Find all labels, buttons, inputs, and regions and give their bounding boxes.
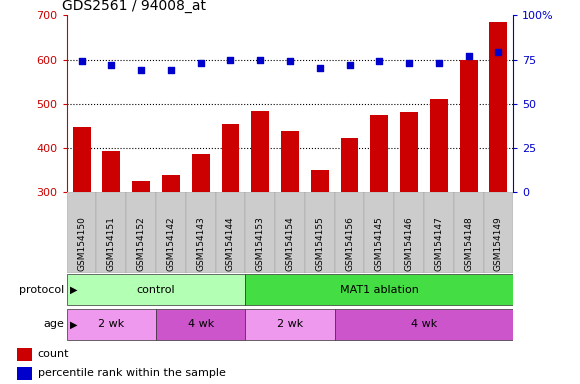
Bar [305,192,335,273]
Bar [245,274,513,306]
Bar [424,192,454,273]
Bar [490,22,508,192]
Bar [275,192,305,273]
Bar [192,154,209,192]
Point [166,67,176,73]
Bar [103,151,120,192]
Bar [364,192,394,273]
Bar [311,170,329,192]
Text: control: control [137,285,175,295]
Bar [162,175,180,192]
Bar [186,192,216,273]
Bar [96,192,126,273]
Text: 4 wk: 4 wk [411,319,437,329]
Point [404,60,414,66]
Point [196,60,205,66]
Text: 4 wk: 4 wk [187,319,214,329]
Bar [281,131,299,192]
Text: GSM154156: GSM154156 [345,216,354,271]
Bar [222,124,240,192]
Point [256,56,265,63]
Text: GSM154150: GSM154150 [77,216,86,271]
Point [345,62,354,68]
Text: count: count [38,349,69,359]
Text: GSM154154: GSM154154 [285,216,295,271]
Point [315,65,324,71]
Text: ▶: ▶ [70,319,77,329]
Text: GSM154155: GSM154155 [316,216,324,271]
Bar [460,60,477,192]
Text: 2 wk: 2 wk [98,319,125,329]
Bar [335,309,513,340]
Point [77,58,86,65]
Bar [484,192,513,273]
Text: MAT1 ablation: MAT1 ablation [340,285,419,295]
Text: age: age [43,319,64,329]
Point [285,58,295,65]
Point [494,50,503,56]
Bar [245,309,335,340]
Bar [156,309,245,340]
Text: GSM154147: GSM154147 [434,216,443,271]
Point [107,62,116,68]
Text: GSM154149: GSM154149 [494,216,503,271]
Text: GSM154152: GSM154152 [137,216,146,271]
Bar [67,192,96,273]
Bar [67,309,156,340]
Text: GSM154143: GSM154143 [196,216,205,271]
Text: 2 wk: 2 wk [277,319,303,329]
Text: ▶: ▶ [70,285,77,295]
Bar [430,99,448,192]
Bar [394,192,424,273]
Bar [251,111,269,192]
Text: percentile rank within the sample: percentile rank within the sample [38,368,226,379]
Bar [454,192,484,273]
Text: GSM154148: GSM154148 [464,216,473,271]
Bar [126,192,156,273]
Bar [67,274,245,306]
Bar [335,192,364,273]
Text: GDS2561 / 94008_at: GDS2561 / 94008_at [62,0,206,13]
Text: GSM154142: GSM154142 [166,217,175,271]
Bar [245,192,275,273]
Text: GSM154146: GSM154146 [405,216,414,271]
Text: GSM154145: GSM154145 [375,216,384,271]
Bar [340,138,358,192]
Bar [216,192,245,273]
Point [226,56,235,63]
Point [464,53,473,59]
Bar [132,181,150,192]
Text: protocol: protocol [19,285,64,295]
Bar [400,112,418,192]
Bar [17,348,32,361]
Bar [17,367,32,380]
Point [136,67,146,73]
Point [434,60,444,66]
Point [375,58,384,65]
Bar [72,127,90,192]
Text: GSM154144: GSM154144 [226,217,235,271]
Text: GSM154153: GSM154153 [256,216,264,271]
Bar [156,192,186,273]
Bar [371,115,388,192]
Text: GSM154151: GSM154151 [107,216,116,271]
